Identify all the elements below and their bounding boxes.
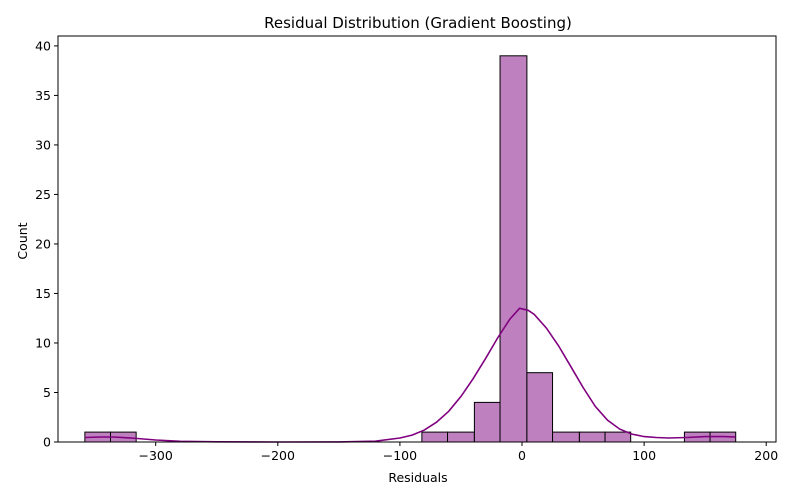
histogram-bar-6 [526,372,554,443]
x-tick-label: −100 [383,448,417,463]
histogram-bar-9 [604,431,632,443]
kde-curve [84,307,736,443]
plot-frame [57,35,777,443]
y-axis-ticks: 0 5 10 15 20 25 30 35 40 [35,38,58,450]
histogram-bar-4 [473,401,501,443]
x-tick-label: −300 [139,448,173,463]
y-tick-label: 0 [43,435,51,450]
y-tick-label: 25 [35,187,51,202]
chart-title: Residual Distribution (Gradient Boosting… [264,14,572,32]
histogram-bar-8 [578,431,606,443]
x-tick-label: 200 [754,448,778,463]
histogram-bar-5 [499,55,528,443]
y-axis-label: Count [15,222,30,259]
x-tick-label: −200 [261,448,295,463]
y-tick-label: 10 [35,335,51,350]
histogram-bar-3 [447,431,475,443]
y-tick-label: 5 [43,385,51,400]
y-tick-label: 20 [35,236,51,251]
histogram-bars [84,55,737,443]
histogram-bar-2 [421,431,449,443]
x-tick-label: 100 [632,448,656,463]
y-tick-label: 15 [35,286,51,301]
y-tick-label: 30 [35,137,51,152]
y-tick-label: 40 [35,38,51,53]
histogram-bar-7 [552,431,580,443]
x-axis-ticks: −300 −200 −100 0 100 200 [139,442,778,463]
y-tick-label: 35 [35,88,51,103]
x-axis-label: Residuals [388,470,447,485]
x-tick-label: 0 [518,448,526,463]
